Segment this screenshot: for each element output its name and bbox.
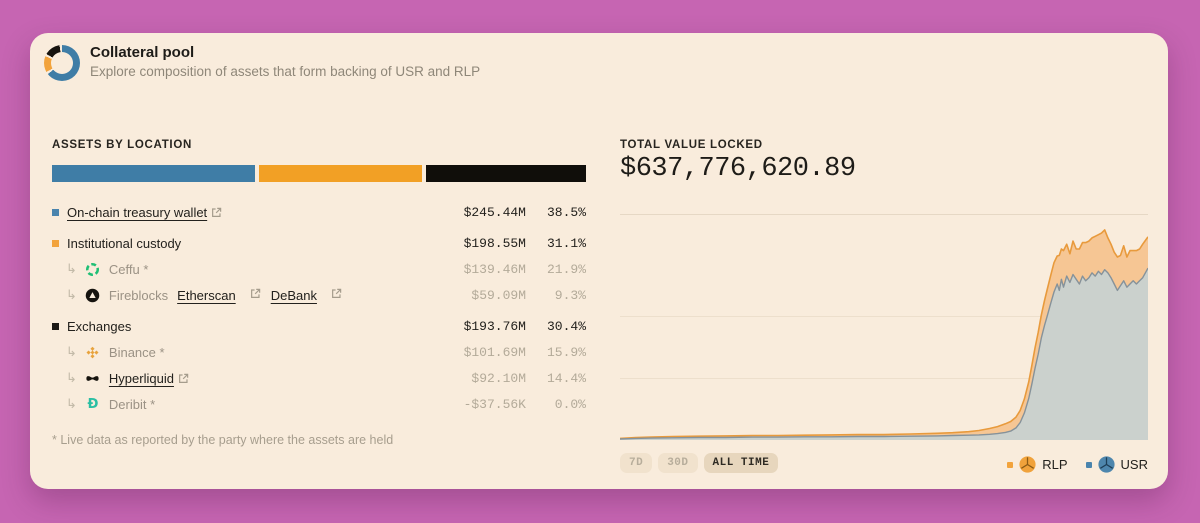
fireblocks-icon: [85, 287, 101, 303]
asset-label: Fireblocks: [108, 287, 169, 303]
live-data-footnote: * Live data as reported by the party whe…: [52, 433, 394, 447]
chart-legend: RLP USR: [1007, 454, 1148, 475]
asset-value: $101.69M: [463, 344, 526, 360]
tvl-chart[interactable]: [620, 214, 1148, 440]
sub-item-arrow-icon: ↳: [66, 344, 77, 359]
sub-item-arrow-icon: ↳: [66, 261, 77, 276]
asset-pct: 38.5%: [546, 204, 586, 220]
asset-value: $59.09M: [471, 287, 526, 303]
table-row: On-chain treasury wallet $245.44M 38.5%: [52, 199, 586, 225]
range-buttons: 7D 30D ALL TIME: [620, 453, 779, 473]
sub-item-arrow-icon: ↳: [66, 370, 77, 385]
sub-item-arrow-icon: ↳: [66, 396, 77, 411]
asset-label: Deribit *: [108, 396, 156, 412]
bar-segment-exchanges[interactable]: [426, 165, 587, 182]
asset-link-debank[interactable]: DeBank: [270, 287, 317, 303]
external-link-icon[interactable]: [250, 288, 261, 299]
hyperliquid-icon: [85, 370, 101, 386]
legend-label: USR: [1120, 457, 1148, 472]
binance-icon: [85, 344, 101, 360]
asset-label: Exchanges: [67, 318, 132, 334]
asset-pct: 30.4%: [546, 318, 586, 334]
range-button-30d[interactable]: 30D: [658, 453, 698, 473]
external-link-icon[interactable]: [211, 207, 222, 218]
bar-segment-institutional-custody[interactable]: [258, 165, 423, 182]
page-subtitle: Explore composition of assets that form …: [90, 64, 481, 79]
asset-pct: 0.0%: [554, 396, 586, 412]
legend-bullet-icon: [52, 239, 59, 247]
rlp-line: [620, 229, 1148, 440]
tvl-value: $637,776,620.89: [620, 154, 856, 184]
asset-pct: 31.1%: [546, 235, 586, 251]
table-row: ↳ Đ Deribit * -$37.56K 0.0%: [52, 391, 586, 417]
asset-value: $245.44M: [463, 204, 526, 220]
asset-label: On-chain treasury wallet: [67, 205, 222, 220]
sub-item-arrow-icon: ↳: [66, 287, 77, 302]
range-button-all-time[interactable]: ALL TIME: [703, 453, 779, 473]
page-title: Collateral pool: [90, 44, 195, 61]
usr-token-icon: [1097, 456, 1115, 473]
asset-value: -$37.56K: [463, 396, 526, 412]
asset-link-hyperliquid[interactable]: Hyperliquid: [108, 370, 174, 386]
range-button-7d[interactable]: 7D: [620, 453, 653, 473]
asset-label: Hyperliquid: [109, 371, 189, 386]
external-link-icon[interactable]: [178, 373, 189, 384]
table-row: Institutional custody $198.55M 31.1%: [52, 230, 586, 256]
legend-bullet-icon: [52, 322, 59, 330]
usr-area: [620, 268, 1148, 440]
asset-label: Institutional custody: [67, 235, 182, 251]
asset-link-etherscan[interactable]: Etherscan: [177, 287, 236, 303]
legend-label: RLP: [1042, 457, 1068, 472]
rlp-token-icon: [1019, 456, 1036, 473]
external-link-icon[interactable]: [331, 288, 342, 299]
rlp-area: [620, 229, 1148, 439]
deribit-icon: Đ: [87, 396, 99, 412]
asset-pct: 14.4%: [546, 370, 586, 386]
assets-section-title: ASSETS BY LOCATION: [52, 139, 192, 151]
table-row: ↳ Ceffu * $139.46M 21.9%: [52, 256, 586, 282]
table-row: ↳ Fireblocks Etherscan DeBank $59.09M 9.3%: [52, 282, 586, 308]
asset-label: Binance *: [108, 344, 165, 360]
usr-line: [620, 267, 1148, 440]
legend-bullet-icon: [52, 208, 59, 216]
asset-value: $193.76M: [463, 318, 526, 334]
asset-value: $198.55M: [463, 235, 526, 251]
allocation-bar: [52, 165, 587, 182]
table-row: Exchanges $193.76M 30.4%: [52, 313, 586, 339]
tvl-section-title: TOTAL VALUE LOCKED: [620, 139, 763, 151]
legend-item-usr[interactable]: USR: [1085, 456, 1148, 473]
asset-pct: 15.9%: [546, 344, 586, 360]
table-row: ↳ Binance * $101.69M 15.9%: [52, 339, 586, 365]
chart-series-group: [620, 229, 1148, 440]
asset-value: $139.46M: [463, 261, 526, 277]
bar-segment-on-chain-treasury[interactable]: [52, 165, 255, 182]
asset-rows: On-chain treasury wallet $245.44M 38.5% Ins…: [52, 199, 586, 417]
ceffu-icon: [85, 261, 101, 277]
legend-square-icon: [1085, 461, 1092, 468]
legend-square-icon: [1007, 461, 1014, 468]
asset-pct: 9.3%: [554, 287, 586, 303]
asset-value: $92.10M: [471, 370, 526, 386]
asset-link-on-chain-treasury-wallet[interactable]: On-chain treasury wallet: [67, 204, 208, 220]
donut-logo-icon: [44, 45, 80, 81]
table-row: ↳ Hyperliquid $92.10M 14.4%: [52, 365, 586, 391]
collateral-pool-card: Collateral pool Explore composition of a…: [30, 33, 1168, 489]
asset-pct: 21.9%: [546, 261, 586, 277]
legend-item-rlp[interactable]: RLP: [1007, 456, 1068, 473]
asset-label: Ceffu *: [108, 261, 149, 277]
